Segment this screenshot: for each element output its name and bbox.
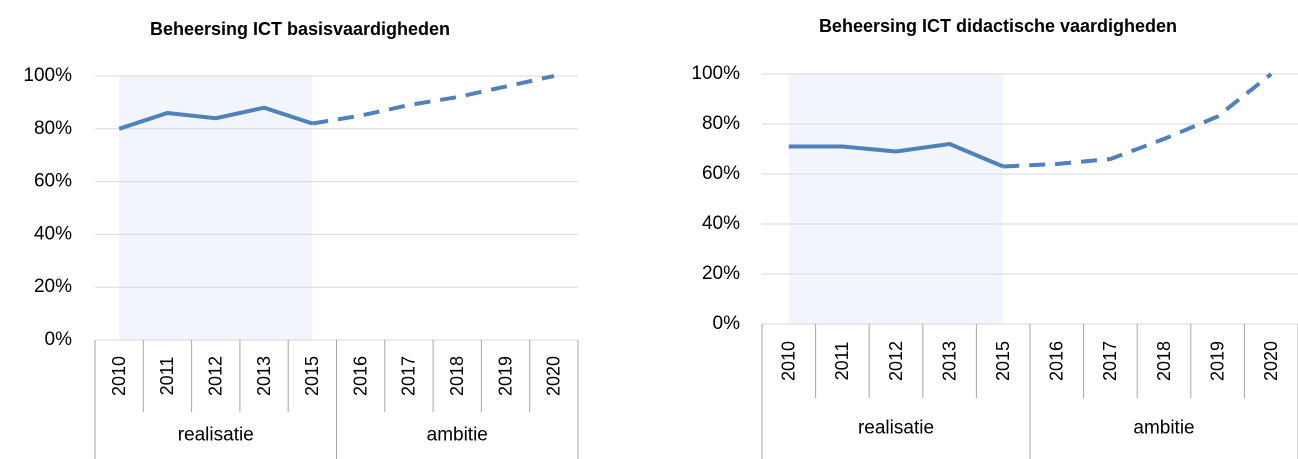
y-tick-label: 0% (45, 329, 73, 350)
series-line (312, 74, 555, 126)
group-label: realisatie (858, 418, 934, 439)
x-tick-label: 2018 (447, 356, 467, 396)
realisatie-band (788, 74, 1004, 324)
x-tick-label: 2020 (1261, 341, 1281, 381)
x-tick-label: 2010 (779, 341, 799, 381)
series-line (118, 105, 313, 131)
x-tick-label: 2012 (206, 356, 226, 396)
x-tick-label: 2019 (1207, 341, 1227, 381)
x-tick-label: 2011 (157, 357, 177, 396)
y-tick-label: 100% (23, 65, 72, 86)
x-tick-label: 2020 (544, 356, 564, 396)
group-label: ambitie (427, 425, 488, 446)
y-tick-label: 80% (702, 113, 740, 134)
y-tick-label: 0% (713, 313, 741, 334)
x-tick-label: 2015 (302, 356, 322, 396)
y-tick-label: 60% (34, 171, 72, 192)
x-tick-label: 2013 (939, 341, 959, 381)
y-tick-label: 60% (702, 163, 740, 184)
series-line (788, 142, 1004, 169)
x-tick-label: 2016 (350, 356, 370, 396)
x-tick-label: 2019 (495, 356, 515, 396)
group-label: realisatie (178, 425, 254, 446)
x-tick-label: 2016 (1047, 341, 1067, 381)
x-tick-label: 2015 (993, 341, 1013, 381)
y-tick-label: 40% (702, 213, 740, 234)
y-tick-label: 100% (691, 63, 740, 84)
x-tick-label: 2017 (399, 356, 419, 396)
x-tick-label: 2011 (832, 342, 852, 381)
chart-title: Beheersing ICT basisvaardigheden (150, 19, 450, 39)
group-label: ambitie (1133, 418, 1194, 439)
x-tick-label: 2013 (254, 356, 274, 396)
x-tick-label: 2010 (109, 356, 129, 396)
x-tick-label: 2017 (1100, 341, 1120, 381)
chart-title: Beheersing ICT didactische vaardigheden (819, 16, 1177, 36)
x-tick-label: 2012 (886, 341, 906, 381)
y-tick-label: 20% (34, 276, 72, 297)
y-tick-label: 80% (34, 118, 72, 139)
y-tick-label: 20% (702, 263, 740, 284)
x-tick-label: 2018 (1154, 341, 1174, 381)
y-tick-label: 40% (34, 223, 72, 244)
series-line (1003, 72, 1273, 169)
